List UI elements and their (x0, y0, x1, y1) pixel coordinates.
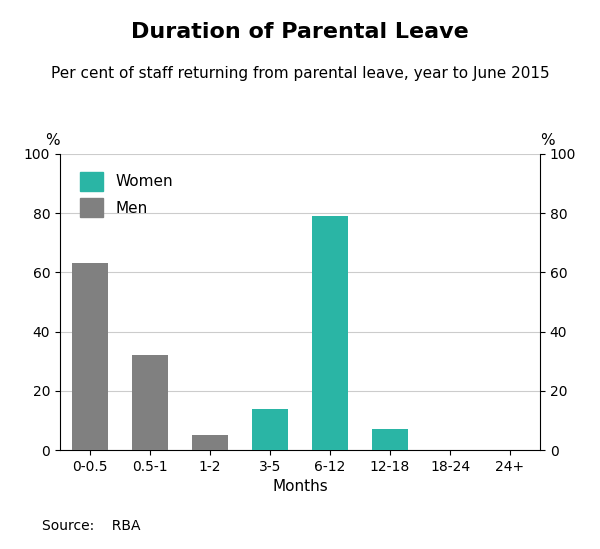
Text: %: % (46, 133, 60, 148)
Text: Source:    RBA: Source: RBA (42, 518, 140, 533)
Legend: Women, Men: Women, Men (73, 164, 181, 225)
Bar (132, 355, 168, 450)
Bar (72, 264, 108, 450)
Bar (252, 408, 288, 450)
Bar (312, 216, 348, 450)
Text: Per cent of staff returning from parental leave, year to June 2015: Per cent of staff returning from parenta… (50, 66, 550, 81)
Text: Duration of Parental Leave: Duration of Parental Leave (131, 22, 469, 42)
X-axis label: Months: Months (272, 479, 328, 495)
Bar (372, 429, 408, 450)
Text: %: % (540, 133, 554, 148)
Bar (192, 435, 228, 450)
